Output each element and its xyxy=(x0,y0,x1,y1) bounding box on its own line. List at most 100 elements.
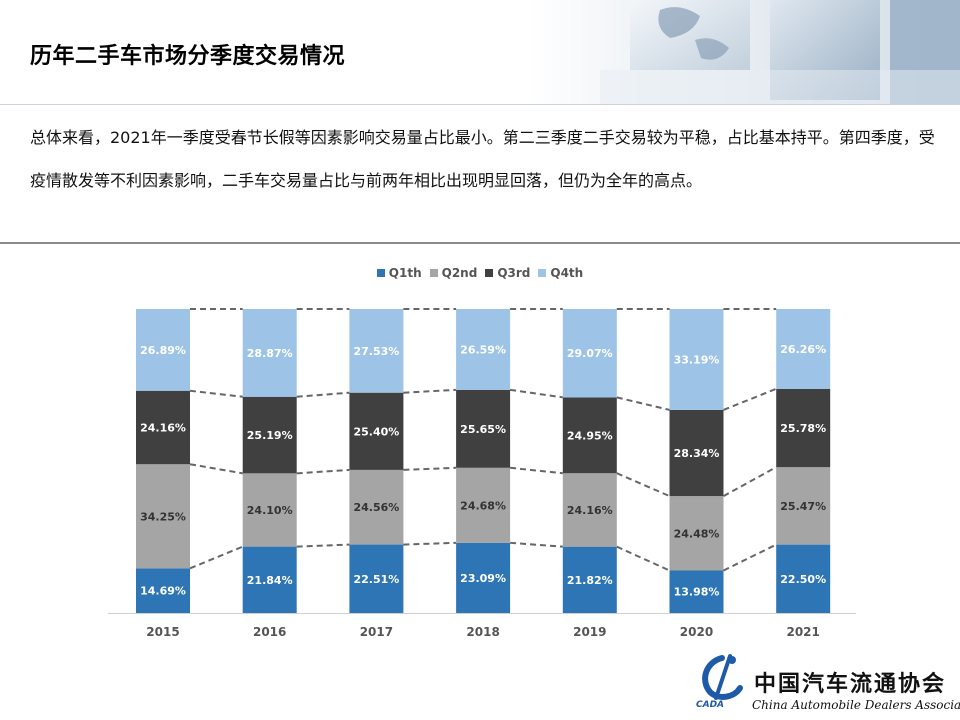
bar-segment xyxy=(562,473,617,547)
data-label: 24.95% xyxy=(567,429,613,442)
legend-swatch xyxy=(485,269,494,277)
data-label: 24.16% xyxy=(140,421,186,434)
data-label: 23.09% xyxy=(460,572,506,585)
series-connector-line xyxy=(189,463,243,475)
data-label: 24.68% xyxy=(460,499,506,512)
bar-segment xyxy=(349,544,404,613)
series-connector-line xyxy=(616,472,670,497)
bar-segment xyxy=(349,309,404,393)
data-label: 25.40% xyxy=(353,425,399,438)
data-label: 33.19% xyxy=(674,353,720,366)
bar-segment xyxy=(242,309,297,397)
data-label: 24.56% xyxy=(353,501,399,514)
bar-segment xyxy=(456,542,511,613)
data-label: 26.59% xyxy=(460,343,506,356)
bar-segment xyxy=(776,309,831,389)
logo-english-name: China Automobile Dealers Association xyxy=(752,698,960,712)
x-tick-label: 2015 xyxy=(146,625,179,639)
legend-item: Q1th xyxy=(376,266,422,280)
data-label: 22.51% xyxy=(353,573,399,586)
page-title: 历年二手车市场分季度交易情况 xyxy=(30,44,346,69)
bar-segment xyxy=(456,467,511,543)
bar-segment xyxy=(242,396,297,474)
series-connector-line xyxy=(403,466,457,471)
series-connector-line xyxy=(616,396,670,411)
bar-segment xyxy=(456,309,511,390)
bar-segment xyxy=(776,467,831,545)
data-label: 24.16% xyxy=(567,504,613,517)
data-label: 25.65% xyxy=(460,423,506,436)
legend-swatch xyxy=(429,269,438,277)
data-label: 29.07% xyxy=(567,347,613,360)
bar-segment xyxy=(562,397,617,474)
bar-segment xyxy=(242,546,297,613)
cada-emblem-icon xyxy=(702,654,743,700)
x-tick-label: 2020 xyxy=(680,625,713,639)
series-connector-line xyxy=(296,391,350,398)
x-tick-label: 2018 xyxy=(466,625,499,639)
legend-label: Q1th xyxy=(388,266,422,280)
series-connector-line xyxy=(509,388,563,399)
slide-header: 历年二手车市场分季度交易情况 xyxy=(0,0,960,105)
data-label: 28.34% xyxy=(674,447,720,460)
series-connector-line xyxy=(189,389,243,398)
data-label: 27.53% xyxy=(353,345,399,358)
bar-segment xyxy=(669,496,724,571)
series-connector-line xyxy=(723,543,777,572)
legend-swatch xyxy=(376,269,385,277)
header-cubes-graphic xyxy=(600,0,960,105)
data-label: 26.26% xyxy=(780,343,826,356)
bar-segment xyxy=(562,546,617,613)
data-label: 13.98% xyxy=(674,586,720,599)
logo-chinese-name: 中国汽车流通协会 xyxy=(754,671,947,697)
summary-paragraph: 总体来看，2021年一季度受春节长假等因素影响交易量占比最小。第二三季度二手交易… xyxy=(30,128,935,190)
bar-segment xyxy=(456,389,511,468)
logo-acronym: CADA xyxy=(696,700,725,710)
legend-label: Q4th xyxy=(550,266,584,280)
bar-segment xyxy=(349,392,404,470)
series-connector-line xyxy=(403,541,457,546)
bar-segment xyxy=(669,570,724,613)
chart-legend: Q1th Q2nd Q3rd Q4th xyxy=(0,266,960,280)
series-connector-line xyxy=(616,545,670,572)
data-label: 21.82% xyxy=(567,574,613,587)
data-label: 25.19% xyxy=(247,429,293,442)
x-tick-label: 2021 xyxy=(786,625,819,639)
bar-segment xyxy=(136,464,190,569)
series-connector-line xyxy=(296,543,350,548)
bar-segment xyxy=(562,309,617,398)
bar-segment xyxy=(136,568,190,613)
data-label: 25.47% xyxy=(780,500,826,513)
cada-logo: CADA 中国汽车流通协会 China Automobile Dealers A… xyxy=(692,652,960,716)
data-label: 24.10% xyxy=(247,504,293,517)
bar-segment xyxy=(242,473,297,547)
legend-item: Q4th xyxy=(538,266,583,280)
data-label: 22.50% xyxy=(780,573,826,586)
series-connector-line xyxy=(510,541,563,548)
x-tick-label: 2016 xyxy=(253,625,286,639)
data-label: 21.84% xyxy=(247,574,293,587)
bar-segment xyxy=(136,309,190,391)
data-label: 26.89% xyxy=(140,344,186,357)
legend-swatch xyxy=(538,269,547,277)
x-tick-label: 2019 xyxy=(573,625,606,639)
bar-segment xyxy=(349,469,404,545)
bar-segment xyxy=(136,390,190,465)
bar-segment xyxy=(669,409,724,497)
bar-segment xyxy=(669,309,724,410)
data-label: 25.78% xyxy=(780,422,826,435)
bar-segment xyxy=(776,388,831,468)
header-divider xyxy=(0,104,960,105)
series-connector-line xyxy=(189,545,244,570)
series-connector-line xyxy=(723,387,777,411)
data-label: 14.69% xyxy=(140,585,186,598)
series-connector-line xyxy=(296,468,350,475)
legend-label: Q2nd xyxy=(441,266,478,280)
legend-label: Q3rd xyxy=(497,266,531,280)
series-connector-line xyxy=(403,388,457,394)
series-connector-line xyxy=(509,466,563,475)
summary-divider xyxy=(0,242,960,244)
legend-item: Q3rd xyxy=(485,266,530,280)
bar-segment xyxy=(776,544,831,613)
data-label: 24.48% xyxy=(674,527,720,540)
